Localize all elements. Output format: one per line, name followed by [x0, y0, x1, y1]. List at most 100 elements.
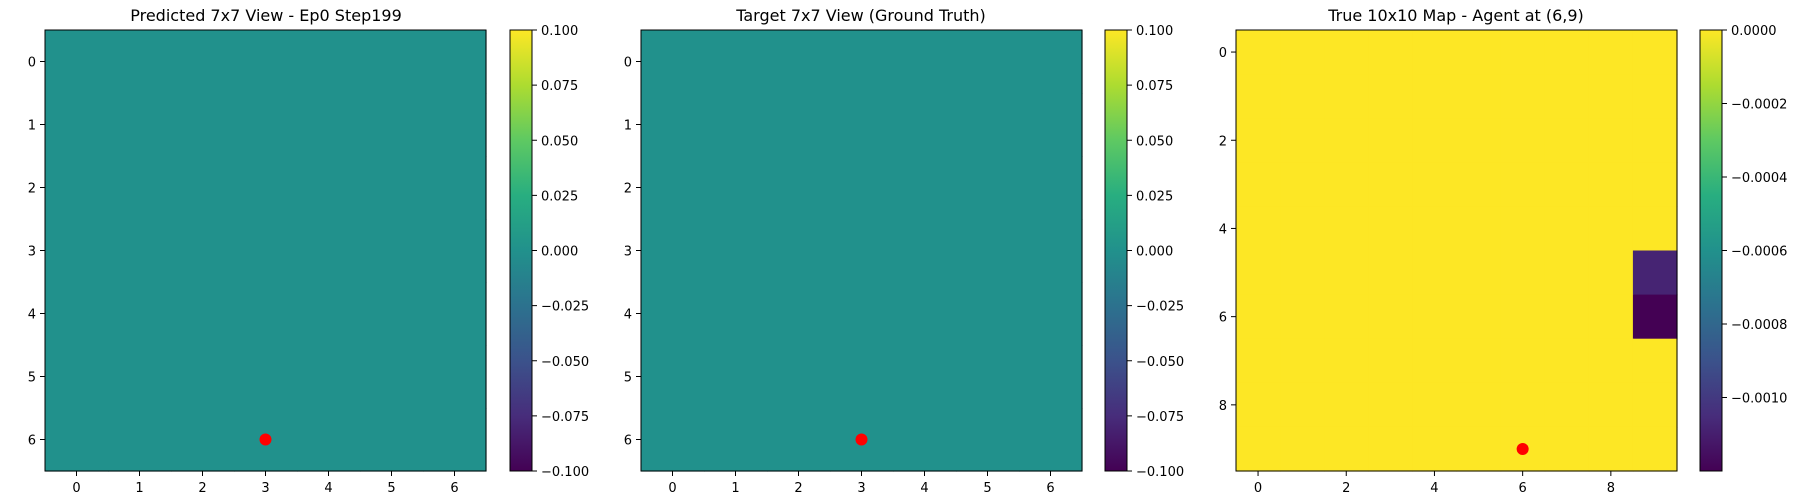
heatmap-cell-1-r3-c2	[171, 219, 235, 283]
colorbar-ticks-3: 0.0000 −0.0002 −0.0004 −0.0006 −0.0008 −0.001…	[1722, 24, 1787, 407]
x-tick-label-1-2: 2	[198, 481, 206, 496]
heatmap-cell-2-r5-c4	[893, 345, 957, 409]
heatmap-cell-3-r4-c8	[1588, 206, 1634, 252]
heatmap-cell-2-r2-c2	[767, 156, 831, 220]
heatmap-cell-3-r3-c9	[1632, 162, 1678, 207]
y-tick-label-3-8: 8	[1219, 399, 1227, 414]
heatmap-cell-1-r6-c2	[171, 408, 235, 472]
heatmap-cell-3-r3-c2	[1324, 162, 1369, 207]
heatmap-cell-1-r1-c2	[171, 93, 235, 157]
heatmap-cell-3-r0-c8	[1588, 30, 1634, 75]
heatmap-cell-3-r4-c2	[1324, 206, 1369, 252]
heatmap-cell-2-r1-c5	[956, 93, 1020, 157]
y-tick-label-3-2: 2	[1219, 134, 1227, 149]
colorbar-tick-label-3-5: −0.0010	[1731, 392, 1787, 407]
heatmap-cell-3-r8-c9	[1632, 382, 1678, 428]
heatmap-cell-3-r0-c7	[1544, 30, 1590, 75]
heatmap-cell-3-r5-c3	[1368, 250, 1413, 296]
heatmap-cell-1-r5-c6	[423, 345, 487, 409]
heatmap-cell-1-r1-c5	[360, 93, 424, 157]
heatmap-cell-1-r0-c6	[423, 30, 487, 94]
heatmap-cell-2-r6-c5	[956, 408, 1020, 472]
heatmap-cell-3-r5-c4	[1412, 250, 1458, 296]
heatmap-cell-2-r2-c1	[704, 156, 768, 220]
heatmap-cell-3-r3-c0	[1236, 162, 1281, 207]
heatmap-cell-3-r5-c8	[1588, 250, 1634, 296]
heatmap-cell-3-r2-c5	[1456, 118, 1502, 163]
heatmap-cell-3-r0-c1	[1280, 30, 1325, 75]
heatmap-cell-2-r5-c2	[767, 345, 831, 409]
heatmap-cell-3-r1-c0	[1236, 74, 1281, 119]
heatmap-cell-1-r6-c1	[108, 408, 172, 472]
y-tick-label-3-0: 0	[1219, 46, 1227, 61]
heatmap-cell-2-r0-c1	[704, 30, 768, 94]
heatmap-cell-1-r3-c6	[423, 219, 487, 283]
heatmap-cell-3-r2-c2	[1324, 118, 1369, 163]
chart-title-1: Predicted 7x7 View - Ep0 Step199	[130, 6, 402, 25]
y-tick-label-2-6: 6	[624, 434, 632, 449]
heatmap-cell-3-r7-c2	[1324, 338, 1369, 384]
heatmap-cell-3-r7-c3	[1368, 338, 1413, 384]
heatmap-cell-2-r4-c3	[830, 282, 894, 346]
heatmap-cell-1-r5-c5	[360, 345, 424, 409]
heatmap-cell-3-r7-c6	[1500, 338, 1546, 384]
x-tick-label-3-2: 2	[1342, 481, 1350, 496]
y-axis-1: 0 1 2 3 4 5 6	[28, 56, 45, 449]
agent-marker-3	[1516, 442, 1529, 455]
heatmap-cell-2-r3-c5	[956, 219, 1020, 283]
heatmap-cell-2-r4-c6	[1019, 282, 1083, 346]
heatmap-cell-3-r3-c1	[1280, 162, 1325, 207]
colorbar-tick-label-2-4: 0.000	[1136, 245, 1173, 260]
heatmap-cell-2-r4-c5	[956, 282, 1020, 346]
heatmap-cell-3-r6-c4	[1412, 294, 1458, 340]
heatmap-cell-2-r1-c6	[1019, 93, 1083, 157]
heatmap-cell-2-r2-c3	[830, 156, 894, 220]
heatmap-cell-1-r3-c0	[45, 219, 109, 283]
heatmap-cell-2-r4-c0	[641, 282, 705, 346]
colorbar-3	[1699, 29, 1723, 472]
heatmap-cell-2-r6-c6	[1019, 408, 1083, 472]
heatmap-cell-1-r4-c3	[234, 282, 298, 346]
heatmap-cell-3-r0-c6	[1500, 30, 1546, 75]
x-tick-label-3-6: 6	[1519, 481, 1527, 496]
heatmap-cell-1-r2-c5	[360, 156, 424, 220]
colorbar-ticks-1: 0.100 0.075 0.050 0.025 0.000 −0.025 −0.050 −0.…	[532, 24, 589, 480]
heatmap-cell-3-r8-c4	[1412, 382, 1458, 428]
heatmap-cell-3-r5-c2	[1324, 250, 1369, 296]
heatmap-cell-1-r3-c1	[108, 219, 172, 283]
heatmap-cell-3-r9-c4	[1412, 426, 1458, 472]
heatmap-cell-1-r5-c2	[171, 345, 235, 409]
heatmap-cell-3-r1-c4	[1412, 74, 1458, 119]
colorbar-1	[509, 29, 533, 472]
heatmap-cell-1-r6-c5	[360, 408, 424, 472]
heatmap-cell-2-r0-c2	[767, 30, 831, 94]
heatmap-cell-3-r6-c3	[1368, 294, 1413, 340]
heatmap-cell-3-r4-c6	[1500, 206, 1546, 252]
heatmap-cell-1-r0-c5	[360, 30, 424, 94]
heatmap-cell-1-r2-c0	[45, 156, 109, 220]
heatmap-cell-2-r2-c4	[893, 156, 957, 220]
heatmap-cell-2-r2-c5	[956, 156, 1020, 220]
colorbar-tick-label-2-2: 0.050	[1136, 134, 1173, 149]
colorbar-ticks-2: 0.100 0.075 0.050 0.025 0.000 −0.025 −0.050 −0.…	[1127, 24, 1184, 480]
chart-panel-3: True 10x10 Map - Agent at (6,9) 0 2 4 6 8 0 2…	[1219, 6, 1788, 496]
heatmap-cell-3-r6-c1	[1280, 294, 1325, 340]
y-tick-label-2-1: 1	[624, 119, 632, 134]
heatmap-cell-3-r0-c0	[1236, 30, 1281, 75]
colorbar-tick-label-1-6: −0.050	[541, 355, 589, 370]
heatmap-cell-3-r1-c5	[1456, 74, 1502, 119]
heatmap-cell-3-r4-c9	[1632, 206, 1678, 252]
colorbar-tick-label-3-0: 0.0000	[1731, 24, 1777, 39]
heatmap-cell-1-r4-c5	[360, 282, 424, 346]
heatmap-cell-1-r2-c1	[108, 156, 172, 220]
colorbar-tick-label-2-0: 0.100	[1136, 24, 1173, 39]
x-axis-3: 0 2 4 6 8	[1254, 471, 1615, 496]
x-tick-label-1-4: 4	[324, 481, 332, 496]
heatmap-cell-3-r6-c8	[1588, 294, 1634, 340]
heatmap-cell-2-r0-c5	[956, 30, 1020, 94]
heatmap-cell-3-r5-c9	[1632, 250, 1678, 296]
heatmap-cell-1-r0-c1	[108, 30, 172, 94]
heatmap-cell-1-r3-c3	[234, 219, 298, 283]
heatmap-3	[1236, 30, 1678, 472]
